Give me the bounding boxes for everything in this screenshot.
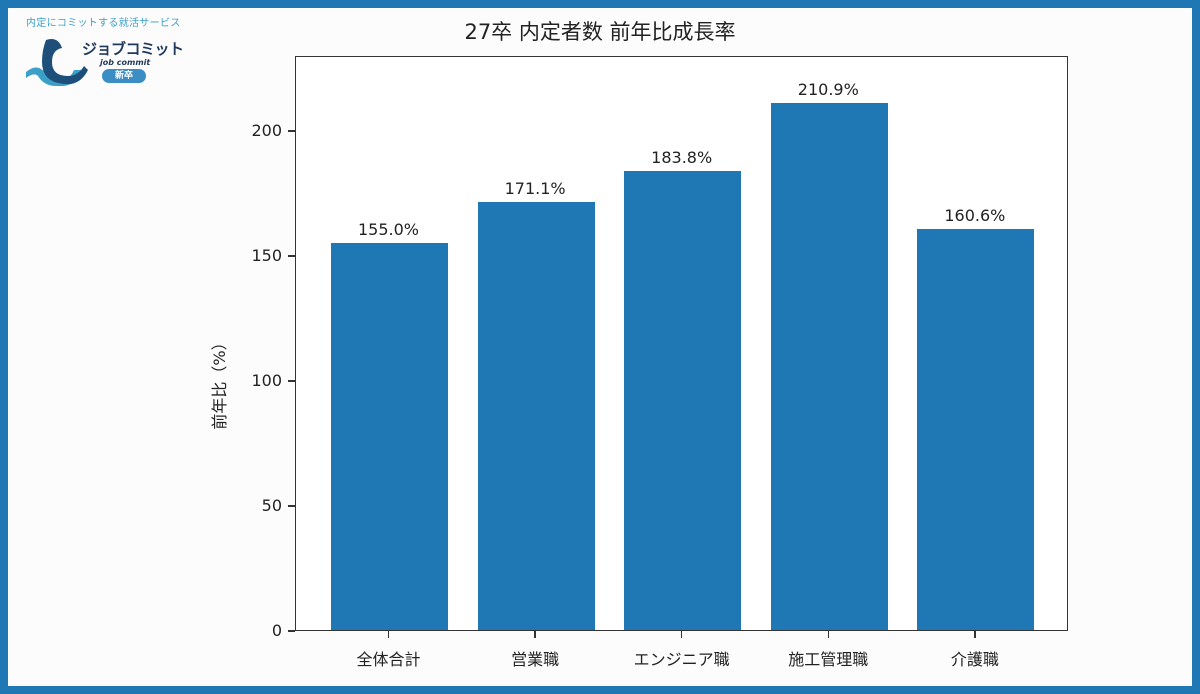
logo-name: ジョブコミット [82, 40, 184, 58]
bar-value-label: 160.6% [944, 205, 1006, 225]
logo: 内定にコミットする就活サービス ジョブコミット job commit 新卒 [18, 14, 188, 94]
plot-area [295, 56, 1068, 631]
x-tick [974, 631, 976, 638]
logo-subtitle: job commit [100, 58, 151, 67]
x-tick-label: 施工管理職 [788, 650, 869, 669]
x-tick [534, 631, 536, 638]
bar [331, 242, 448, 630]
y-tick [288, 130, 295, 132]
bar [477, 202, 595, 630]
x-tick [827, 631, 830, 638]
bar-value-label: 171.1% [504, 179, 566, 199]
x-tick-label: 全体合計 [356, 650, 421, 669]
x-tick [387, 631, 390, 638]
logo-badge: 新卒 [102, 69, 146, 83]
y-tick-label: 200 [251, 121, 282, 140]
y-tick [288, 505, 295, 507]
bar [624, 170, 742, 630]
bar-value-label: 183.8% [651, 147, 713, 167]
bar-value-label: 155.0% [357, 219, 419, 239]
x-tick-label: 介護職 [950, 650, 999, 669]
y-tick-label: 100 [251, 371, 282, 390]
y-tick-label: 50 [261, 496, 282, 515]
x-tick [680, 631, 683, 638]
y-axis-label: 前年比（%） [210, 334, 229, 430]
y-tick-label: 150 [251, 246, 282, 265]
x-tick-label: エンジニア職 [633, 650, 730, 669]
y-tick [288, 630, 295, 632]
logo-tagline: 内定にコミットする就活サービス [26, 18, 181, 29]
x-tick-label: 営業職 [511, 650, 560, 669]
chart-title: 27卒 内定者数 前年比成長率 [464, 20, 736, 44]
y-tick [288, 255, 295, 257]
bar [770, 102, 888, 630]
bar-value-label: 210.9% [797, 79, 859, 99]
y-tick [288, 380, 295, 382]
y-tick-label: 0 [271, 621, 282, 640]
logo-mark-icon [26, 39, 88, 86]
bar [917, 228, 1035, 630]
